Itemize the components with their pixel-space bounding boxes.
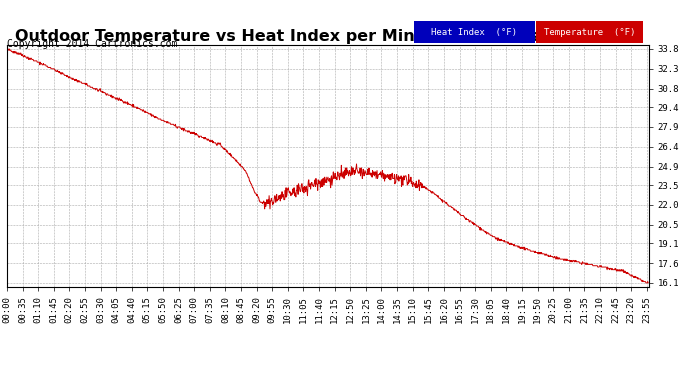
Text: Copyright 2014 Cartronics.com: Copyright 2014 Cartronics.com xyxy=(7,39,177,50)
Text: Temperature  (°F): Temperature (°F) xyxy=(544,28,635,37)
Text: Heat Index  (°F): Heat Index (°F) xyxy=(431,28,518,37)
Title: Outdoor Temperature vs Heat Index per Minute (24 Hours) 20140312: Outdoor Temperature vs Heat Index per Mi… xyxy=(15,29,640,44)
